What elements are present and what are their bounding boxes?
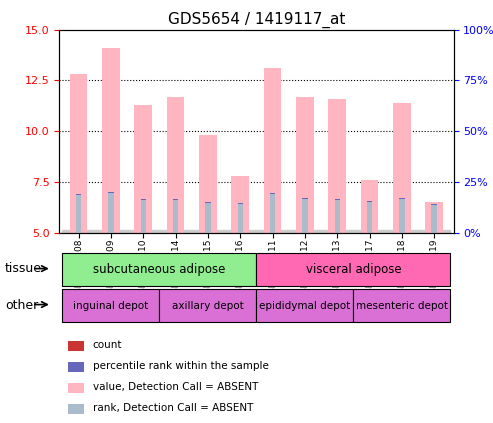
- Title: GDS5654 / 1419117_at: GDS5654 / 1419117_at: [168, 12, 345, 28]
- FancyBboxPatch shape: [63, 289, 159, 322]
- Bar: [386, 230, 418, 233]
- Bar: [386, 231, 418, 233]
- Bar: [127, 231, 159, 233]
- Bar: [159, 231, 192, 233]
- Bar: [76, 195, 81, 233]
- Bar: [134, 105, 152, 233]
- Bar: [141, 200, 146, 233]
- Bar: [173, 200, 178, 233]
- Text: count: count: [93, 340, 122, 350]
- Text: axillary depot: axillary depot: [172, 301, 244, 310]
- Bar: [270, 194, 275, 233]
- Text: mesenteric depot: mesenteric depot: [356, 301, 448, 310]
- Bar: [321, 231, 353, 233]
- FancyBboxPatch shape: [159, 289, 256, 322]
- Bar: [141, 199, 146, 233]
- Bar: [68, 362, 84, 372]
- Bar: [367, 201, 372, 233]
- Bar: [353, 230, 386, 233]
- Bar: [231, 176, 249, 233]
- Bar: [425, 202, 443, 233]
- Bar: [302, 198, 308, 233]
- FancyBboxPatch shape: [353, 289, 450, 322]
- Text: subcutaneous adipose: subcutaneous adipose: [93, 263, 226, 276]
- FancyBboxPatch shape: [256, 289, 353, 322]
- Bar: [68, 383, 84, 393]
- Bar: [399, 198, 404, 233]
- Text: percentile rank within the sample: percentile rank within the sample: [93, 361, 269, 371]
- Bar: [63, 230, 95, 233]
- Bar: [335, 200, 340, 233]
- Bar: [431, 205, 437, 233]
- Text: epididymal depot: epididymal depot: [259, 301, 351, 310]
- Text: visceral adipose: visceral adipose: [306, 263, 401, 276]
- Bar: [431, 204, 437, 233]
- Bar: [63, 231, 95, 233]
- Bar: [68, 404, 84, 414]
- Bar: [256, 231, 289, 233]
- Bar: [205, 203, 211, 233]
- Bar: [173, 199, 178, 233]
- Bar: [95, 231, 127, 233]
- Text: inguinal depot: inguinal depot: [73, 301, 148, 310]
- Bar: [224, 231, 256, 233]
- Bar: [302, 199, 308, 233]
- Bar: [367, 202, 372, 233]
- Bar: [270, 193, 275, 233]
- Bar: [173, 200, 178, 233]
- FancyBboxPatch shape: [63, 253, 256, 286]
- Bar: [68, 341, 84, 351]
- Bar: [264, 68, 282, 233]
- Bar: [328, 99, 346, 233]
- Text: rank, Detection Call = ABSENT: rank, Detection Call = ABSENT: [93, 403, 253, 413]
- Bar: [141, 200, 146, 233]
- Bar: [321, 230, 353, 233]
- Bar: [167, 96, 184, 233]
- Bar: [393, 103, 411, 233]
- Bar: [127, 230, 159, 233]
- Bar: [70, 74, 87, 233]
- Bar: [353, 231, 386, 233]
- Bar: [159, 230, 192, 233]
- Bar: [192, 230, 224, 233]
- Bar: [302, 198, 308, 233]
- Bar: [95, 230, 127, 233]
- Bar: [289, 231, 321, 233]
- Bar: [108, 193, 113, 233]
- Bar: [205, 202, 211, 233]
- Text: tissue: tissue: [5, 262, 42, 275]
- Bar: [399, 199, 404, 233]
- Bar: [367, 202, 372, 233]
- Bar: [335, 199, 340, 233]
- Bar: [238, 204, 243, 233]
- Bar: [224, 230, 256, 233]
- Bar: [108, 194, 113, 233]
- Bar: [431, 205, 437, 233]
- Bar: [238, 203, 243, 233]
- Bar: [360, 180, 379, 233]
- Text: value, Detection Call = ABSENT: value, Detection Call = ABSENT: [93, 382, 258, 392]
- Bar: [192, 231, 224, 233]
- Bar: [418, 230, 450, 233]
- Bar: [238, 204, 243, 233]
- Bar: [289, 230, 321, 233]
- Bar: [76, 196, 81, 233]
- Bar: [102, 48, 120, 233]
- Bar: [76, 194, 81, 233]
- Bar: [256, 230, 289, 233]
- FancyBboxPatch shape: [256, 253, 450, 286]
- Bar: [199, 135, 217, 233]
- Bar: [270, 196, 275, 233]
- Text: other: other: [5, 299, 38, 312]
- Bar: [335, 200, 340, 233]
- Bar: [296, 96, 314, 233]
- Bar: [418, 231, 450, 233]
- Bar: [108, 192, 113, 233]
- Bar: [399, 199, 404, 233]
- Bar: [205, 202, 211, 233]
